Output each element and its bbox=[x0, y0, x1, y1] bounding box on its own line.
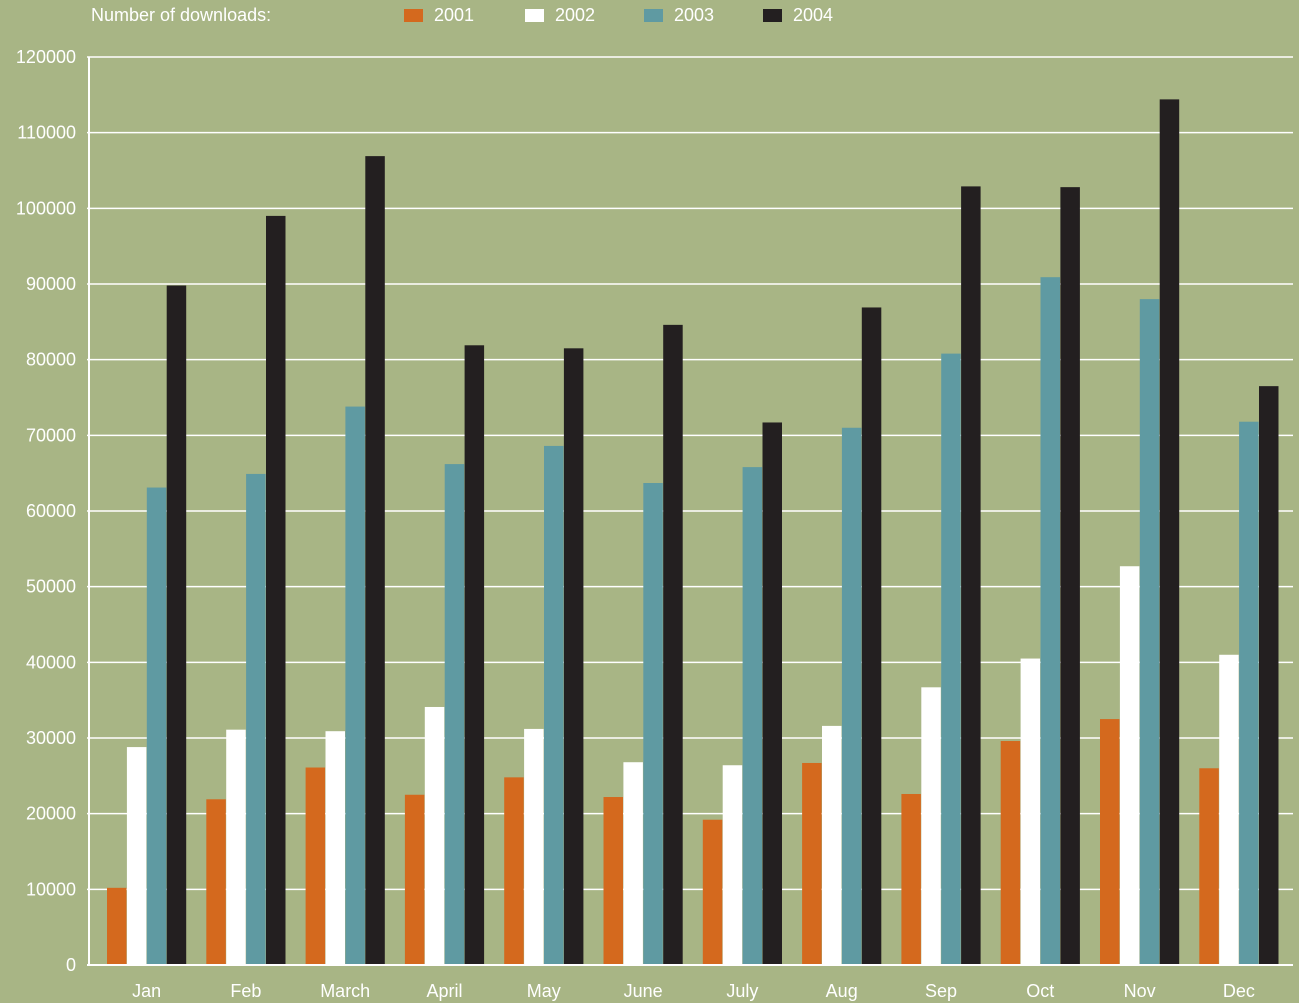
bar-2004-oct bbox=[1060, 187, 1080, 965]
bar-2004-june bbox=[663, 324, 683, 965]
legend-swatch-2001 bbox=[404, 9, 423, 22]
x-tick-label: Feb bbox=[230, 981, 261, 1001]
y-tick-label: 20000 bbox=[26, 804, 76, 824]
bar-2003-may bbox=[544, 445, 564, 966]
x-tick-label: Jan bbox=[132, 981, 161, 1001]
bar-2004-march bbox=[365, 156, 385, 965]
axes: 0 10000 20000 30000 40000 50000 60000 70000 8000… bbox=[16, 47, 1293, 1001]
bar-2002-nov bbox=[1119, 566, 1140, 965]
y-tick-label: 0 bbox=[66, 955, 76, 975]
bar-2004-nov bbox=[1159, 99, 1180, 965]
bar-2001-aug bbox=[802, 762, 822, 965]
bar-2001-nov bbox=[1100, 719, 1120, 965]
x-tick-label: June bbox=[624, 981, 663, 1001]
bar-2001-feb bbox=[206, 799, 226, 965]
bar-2003-april bbox=[444, 464, 465, 965]
bar-2003-sep bbox=[941, 353, 961, 965]
bar-2003-feb bbox=[246, 473, 266, 965]
bar-2002-may bbox=[524, 728, 544, 965]
bar-2003-aug bbox=[841, 427, 862, 965]
gridlines bbox=[87, 56, 1293, 891]
y-tick-label: 60000 bbox=[26, 501, 76, 521]
bar-2001-sep bbox=[901, 793, 921, 965]
bar-2004-april bbox=[464, 345, 485, 965]
bar-2002-feb bbox=[226, 729, 246, 965]
x-tick-label: Sep bbox=[925, 981, 957, 1001]
bar-2001-dec bbox=[1199, 768, 1219, 965]
x-tick-label: Nov bbox=[1124, 981, 1156, 1001]
legend-label-2001: 2001 bbox=[434, 5, 474, 25]
x-tick-label: March bbox=[320, 981, 370, 1001]
bar-2004-dec bbox=[1259, 386, 1279, 965]
bar-2003-nov bbox=[1139, 299, 1160, 966]
bar-2004-sep bbox=[961, 186, 981, 965]
bar-2004-aug bbox=[861, 307, 882, 965]
y-tick-label: 120000 bbox=[16, 47, 76, 67]
bar-2001-jan bbox=[107, 887, 127, 965]
y-tick-label: 110000 bbox=[17, 123, 76, 143]
bar-2004-feb bbox=[266, 215, 286, 965]
y-tick-label: 70000 bbox=[26, 425, 76, 445]
y-tick-label: 90000 bbox=[26, 274, 76, 294]
bar-2004-july bbox=[762, 422, 782, 966]
bar-2002-sep bbox=[921, 687, 941, 965]
bar-2001-june bbox=[603, 797, 623, 965]
bar-2004-jan bbox=[166, 285, 187, 966]
bar-2002-june bbox=[623, 762, 643, 965]
bar-2002-dec bbox=[1219, 654, 1239, 965]
legend-label-2002: 2002 bbox=[555, 5, 595, 25]
x-tick-label: Dec bbox=[1223, 981, 1255, 1001]
chart-title: Number of downloads: bbox=[91, 5, 271, 25]
bar-2001-may bbox=[504, 777, 524, 965]
bar-2001-march bbox=[305, 767, 326, 965]
bar-2002-aug bbox=[822, 725, 842, 965]
x-tick-label: July bbox=[726, 981, 758, 1001]
bar-2003-jan bbox=[146, 487, 167, 965]
legend-swatch-2002 bbox=[525, 9, 544, 22]
bar-2001-july bbox=[702, 819, 723, 965]
bar-2003-june bbox=[643, 483, 663, 965]
bar-2002-april bbox=[424, 706, 445, 965]
bar-2001-april bbox=[404, 794, 425, 965]
bar-2004-may bbox=[563, 348, 584, 966]
legend-swatch-2004 bbox=[763, 9, 782, 22]
bar-2001-oct bbox=[1000, 741, 1021, 965]
bar-2002-march bbox=[325, 731, 345, 965]
x-tick-label: May bbox=[527, 981, 561, 1001]
bar-2002-jan bbox=[126, 747, 147, 965]
legend: Number of downloads: 2001 2002 2003 2004 bbox=[91, 5, 833, 25]
y-tick-label: 50000 bbox=[26, 577, 76, 597]
bars bbox=[107, 99, 1279, 966]
bar-2002-july bbox=[722, 765, 743, 965]
y-tick-label: 80000 bbox=[26, 350, 76, 370]
x-tick-label: Aug bbox=[826, 981, 858, 1001]
bar-2003-march bbox=[345, 406, 365, 966]
y-tick-label: 30000 bbox=[26, 728, 76, 748]
bar-2003-july bbox=[742, 467, 763, 965]
y-tick-label: 10000 bbox=[26, 879, 76, 899]
bar-2002-oct bbox=[1020, 658, 1041, 965]
x-tick-label: Oct bbox=[1026, 981, 1054, 1001]
y-tick-label: 40000 bbox=[26, 652, 76, 672]
bar-2003-dec bbox=[1239, 421, 1259, 965]
y-tick-label: 100000 bbox=[16, 198, 76, 218]
legend-label-2003: 2003 bbox=[674, 5, 714, 25]
x-tick-label: April bbox=[426, 981, 462, 1001]
legend-label-2004: 2004 bbox=[793, 5, 833, 25]
legend-swatch-2003 bbox=[644, 9, 663, 22]
bar-2003-oct bbox=[1040, 277, 1060, 965]
